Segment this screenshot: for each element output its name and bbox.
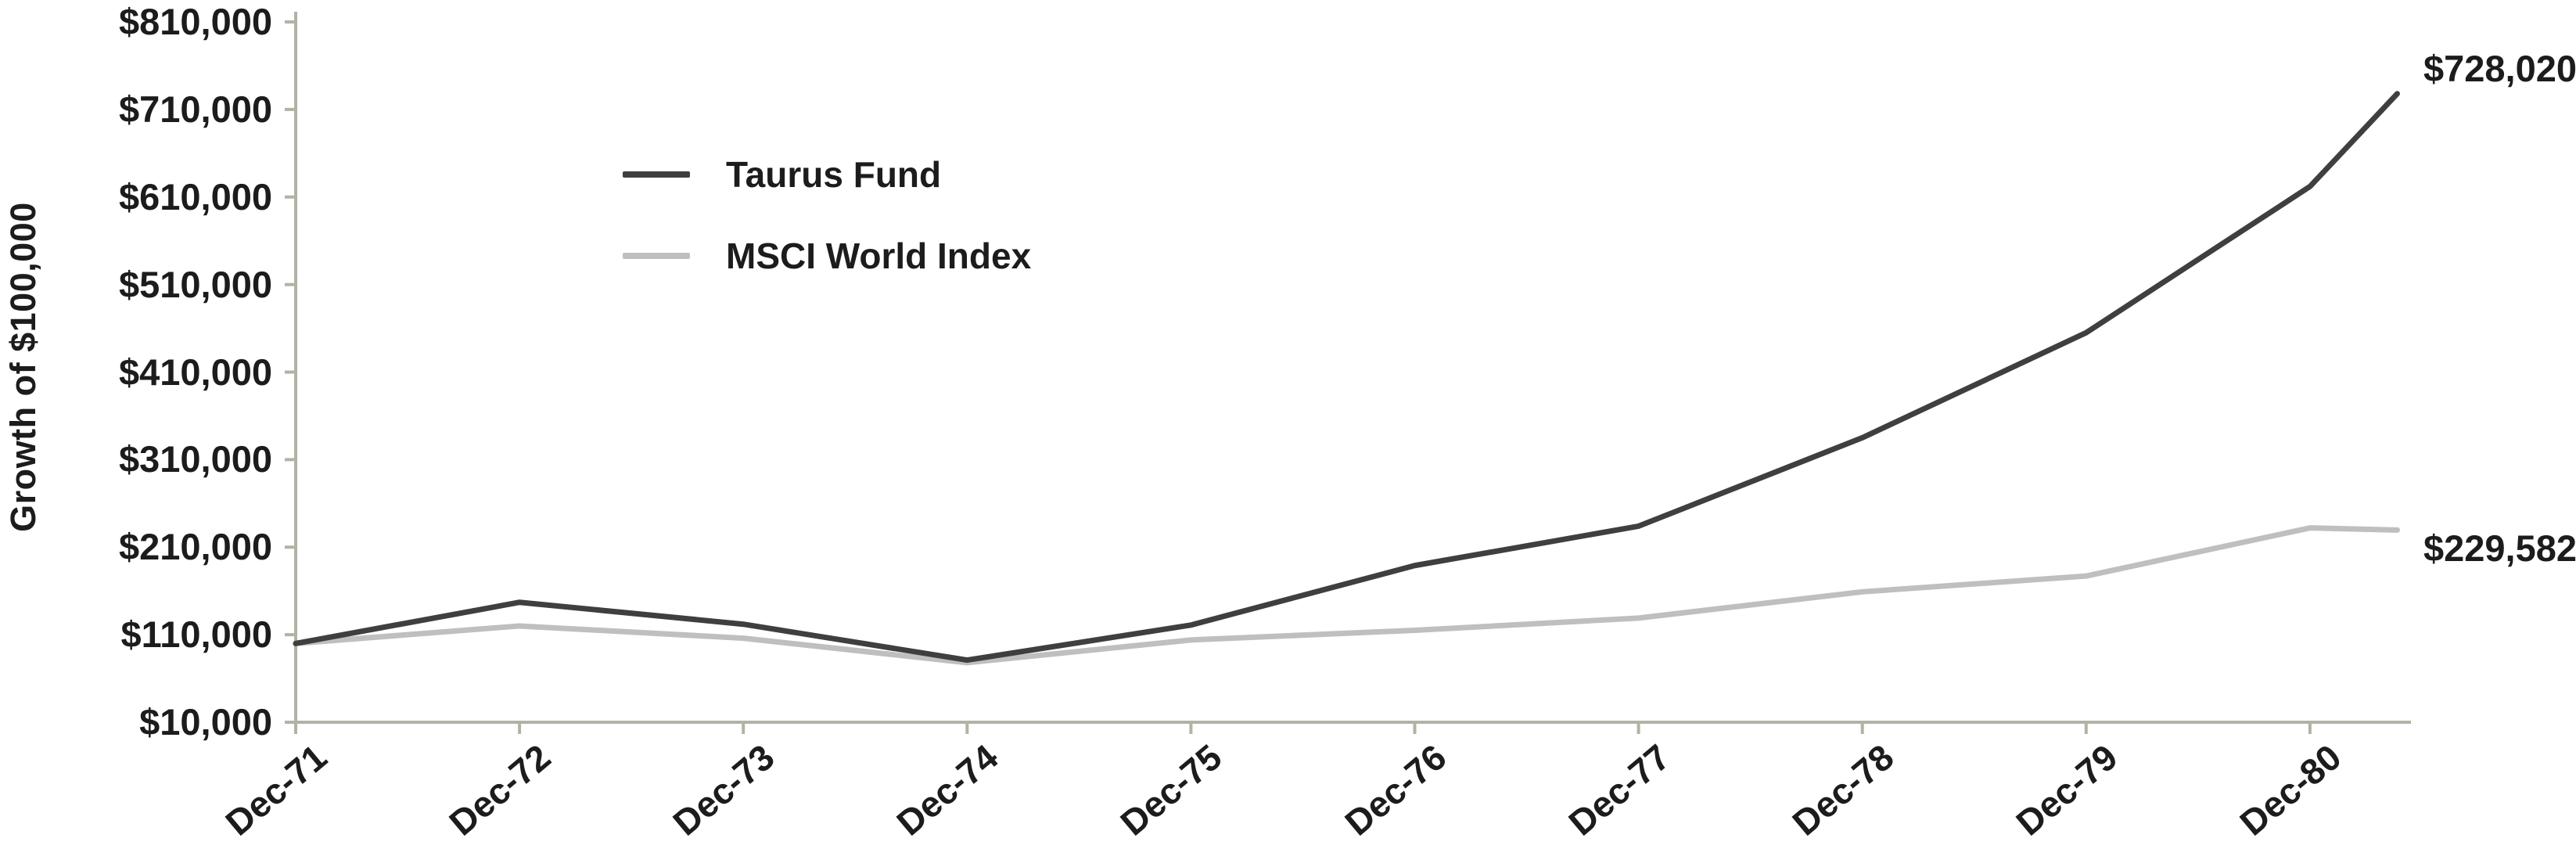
y-tick-label-410000: $410,000: [118, 351, 272, 393]
y-tick-label-510000: $510,000: [118, 263, 272, 305]
series-line-msci-world-index: [293, 525, 2400, 666]
y-tick-label-810000: $810,000: [118, 1, 272, 43]
legend-label-taurus-fund: Taurus Fund: [726, 154, 942, 195]
y-tick-label-310000: $310,000: [118, 438, 272, 480]
y-tick-label-110000: $110,000: [120, 613, 272, 656]
msci-world-index-end-value-label: $229,582: [2423, 527, 2576, 570]
legend-label-msci-world-index: MSCI World Index: [726, 236, 1032, 276]
y-tick-label-710000: $710,000: [118, 88, 272, 130]
taurus-fund-end-value-label: $728,020: [2423, 47, 2576, 89]
y-tick-label-10000: $10,000: [139, 701, 272, 743]
legend-swatch-taurus-fund: [623, 171, 690, 178]
series-line-taurus-fund: [293, 91, 2400, 664]
legend-item-msci-world-index: MSCI World Index: [623, 230, 1031, 282]
y-tick-label-210000: $210,000: [118, 526, 272, 568]
legend-item-taurus-fund: Taurus Fund: [623, 149, 1031, 200]
y-tick-label-610000: $610,000: [118, 175, 272, 218]
legend-swatch-msci-world-index: [623, 253, 690, 259]
legend: Taurus Fund MSCI World Index: [623, 149, 1031, 282]
